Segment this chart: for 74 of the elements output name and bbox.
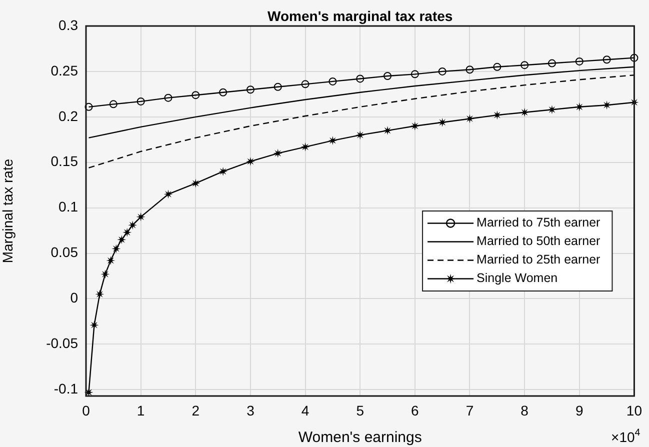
y-tick-label: 0.2 bbox=[58, 108, 78, 124]
point bbox=[246, 156, 255, 166]
point bbox=[164, 190, 173, 199]
point bbox=[106, 256, 116, 266]
y-tick-label: 0.1 bbox=[58, 198, 78, 215]
legend-label: Single Women bbox=[476, 271, 558, 286]
point bbox=[384, 72, 392, 80]
point bbox=[136, 212, 146, 222]
point bbox=[574, 102, 584, 112]
point bbox=[356, 130, 365, 140]
point bbox=[109, 100, 118, 108]
point bbox=[100, 270, 110, 279]
point bbox=[246, 86, 254, 94]
x-tick-label: 9 bbox=[575, 402, 584, 418]
point bbox=[520, 61, 529, 70]
point bbox=[383, 126, 392, 136]
point bbox=[520, 108, 530, 117]
point bbox=[95, 290, 104, 299]
point bbox=[136, 97, 145, 106]
x-tick-label: 7 bbox=[466, 402, 474, 418]
point bbox=[492, 110, 502, 120]
point bbox=[164, 94, 172, 102]
point bbox=[328, 77, 337, 86]
x-tick-label: 6 bbox=[411, 402, 420, 418]
point bbox=[300, 142, 310, 152]
x-tick-label: 5 bbox=[356, 402, 364, 418]
x-tick-label: 1 bbox=[136, 402, 145, 418]
y-tick-label: 0 bbox=[70, 290, 78, 306]
point bbox=[192, 91, 200, 100]
x-tick-label: 4 bbox=[301, 402, 310, 418]
legend-label: Married to 25th earner bbox=[476, 252, 600, 267]
y-tick-label: -0.1 bbox=[54, 380, 78, 396]
point bbox=[438, 67, 446, 76]
y-tick-label: 0.15 bbox=[50, 153, 78, 170]
point bbox=[356, 74, 364, 83]
point bbox=[122, 228, 132, 237]
point bbox=[602, 100, 612, 110]
point bbox=[493, 62, 502, 71]
point bbox=[301, 80, 310, 88]
x-tick-label: 8 bbox=[520, 402, 529, 418]
legend-label: Married to 50th earner bbox=[476, 234, 600, 248]
point bbox=[273, 148, 282, 158]
point bbox=[218, 166, 228, 176]
chart-title: Women's marginal tax rates bbox=[268, 8, 453, 24]
y-tick-label: 0.25 bbox=[50, 62, 78, 78]
x-tick-label: 0 bbox=[82, 402, 90, 418]
point bbox=[466, 66, 474, 74]
point bbox=[410, 122, 420, 130]
line-series bbox=[88, 74, 634, 168]
point bbox=[117, 235, 126, 244]
point bbox=[630, 54, 638, 62]
point bbox=[112, 244, 121, 254]
point bbox=[191, 178, 200, 188]
y-tick-label: 0.3 bbox=[58, 16, 78, 33]
point bbox=[575, 57, 584, 66]
y-tick-label: -0.05 bbox=[46, 335, 78, 352]
point bbox=[328, 136, 338, 146]
x-tick-label: 2 bbox=[192, 402, 200, 418]
x-tick-label: 10 bbox=[626, 402, 642, 418]
point bbox=[219, 88, 228, 96]
x-tick-label: 3 bbox=[246, 402, 255, 418]
legend-label: Married to 75th earner bbox=[476, 216, 600, 230]
point bbox=[547, 105, 556, 114]
point bbox=[274, 82, 282, 91]
x-axis-title: Women's earnings bbox=[298, 429, 422, 446]
y-tick-label: 0.05 bbox=[50, 244, 78, 260]
point bbox=[84, 102, 93, 111]
point bbox=[410, 70, 419, 78]
point bbox=[465, 114, 474, 124]
y-axis-title: Marginal tax rate bbox=[0, 158, 16, 264]
point bbox=[602, 56, 611, 64]
point bbox=[128, 220, 138, 230]
point bbox=[438, 118, 447, 127]
point bbox=[548, 59, 556, 68]
